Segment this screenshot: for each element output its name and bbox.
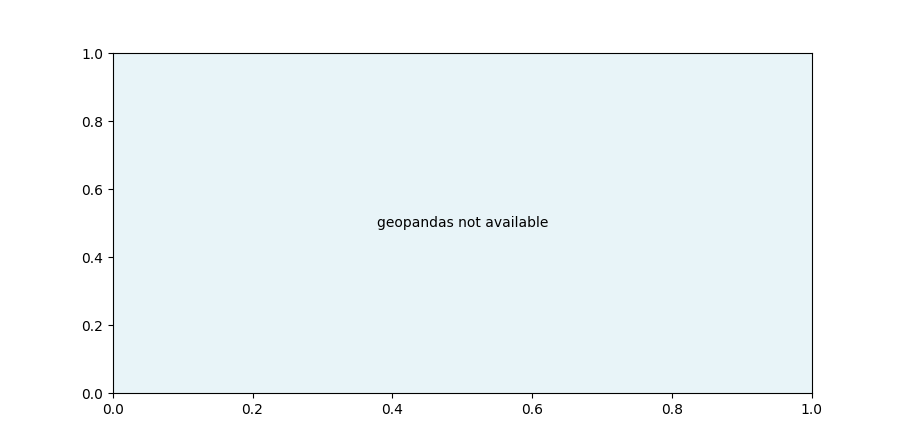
Text: geopandas not available: geopandas not available bbox=[377, 216, 548, 230]
